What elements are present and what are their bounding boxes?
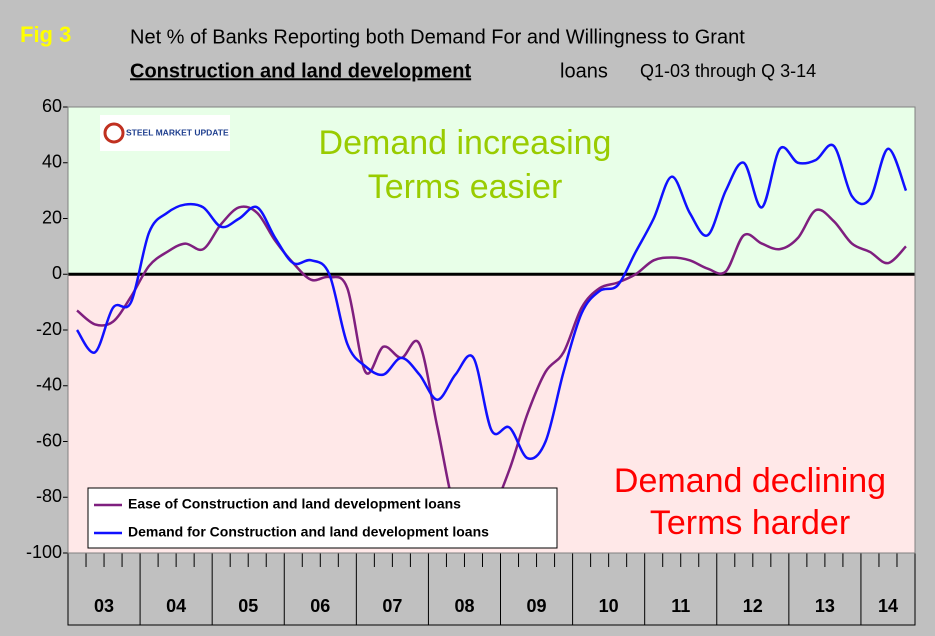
annotation: Demand increasing bbox=[319, 124, 612, 162]
y-tick-label: -100 bbox=[26, 542, 62, 562]
legend-label: Demand for Construction and land develop… bbox=[128, 524, 489, 540]
x-tick-label: 12 bbox=[743, 596, 763, 616]
y-tick-label: 0 bbox=[52, 263, 62, 283]
legend-label: Ease of Construction and land developmen… bbox=[128, 496, 461, 512]
x-tick-label: 05 bbox=[238, 596, 258, 616]
y-tick-label: 40 bbox=[42, 152, 62, 172]
x-tick-label: 07 bbox=[382, 596, 402, 616]
x-tick-label: 04 bbox=[166, 596, 186, 616]
y-tick-label: -20 bbox=[36, 319, 62, 339]
y-tick-label: -80 bbox=[36, 486, 62, 506]
logo-text: STEEL MARKET UPDATE bbox=[126, 127, 229, 137]
x-tick-label: 09 bbox=[527, 596, 547, 616]
x-tick-label: 06 bbox=[310, 596, 330, 616]
x-tick-label: 08 bbox=[454, 596, 474, 616]
x-tick-label: 10 bbox=[599, 596, 619, 616]
annotation: Terms harder bbox=[650, 504, 850, 542]
chart-title: Net % of Banks Reporting both Demand For… bbox=[130, 26, 745, 48]
x-tick-label: 13 bbox=[815, 596, 835, 616]
y-tick-label: -60 bbox=[36, 430, 62, 450]
y-tick-label: 60 bbox=[42, 96, 62, 116]
x-tick-label: 14 bbox=[878, 596, 898, 616]
series-line bbox=[75, 143, 908, 461]
annotation: Demand declining bbox=[614, 462, 886, 500]
x-tick-label: 03 bbox=[94, 596, 114, 616]
x-tick-label: 11 bbox=[671, 596, 690, 616]
y-tick-label: -40 bbox=[36, 375, 62, 395]
plot-border bbox=[67, 106, 916, 554]
chart-title-rest: loans bbox=[560, 60, 608, 82]
legend-box bbox=[87, 487, 558, 549]
y-tick-label: 20 bbox=[42, 207, 62, 227]
annotation: Terms easier bbox=[368, 168, 563, 206]
logo-icon bbox=[103, 122, 125, 144]
chart-title-bold: Construction and land development bbox=[130, 60, 471, 82]
fig-label: Fig 3 bbox=[20, 22, 71, 47]
chart-title-range: Q1-03 through Q 3-14 bbox=[640, 61, 816, 81]
